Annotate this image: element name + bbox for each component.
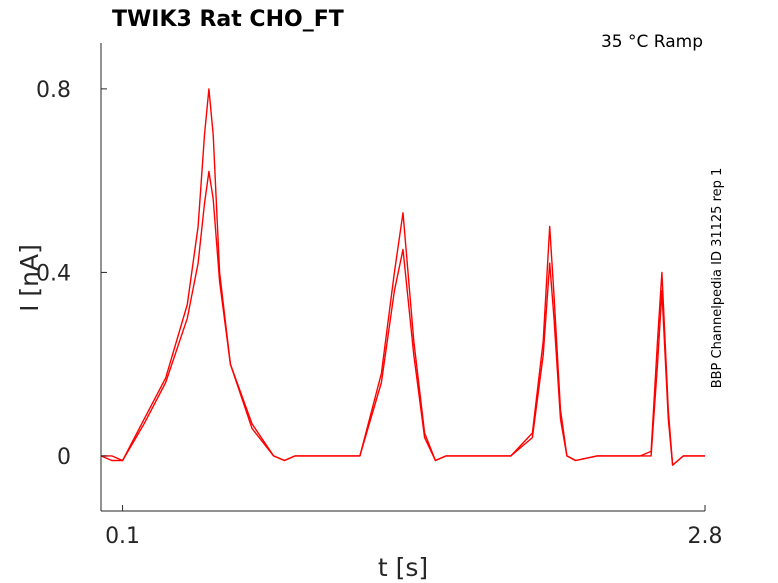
source-id-label: BBP Channelpedia ID 31125 rep 1 xyxy=(710,168,725,389)
y-axis-label: I [nA] xyxy=(15,244,44,312)
y-tick-label: 0 xyxy=(57,445,71,470)
y-tick-label: 0.8 xyxy=(36,78,71,103)
x-tick-label: 0.1 xyxy=(105,524,140,549)
trace-group xyxy=(100,88,705,466)
x-tick-label: 2.8 xyxy=(688,524,723,549)
condition-label: 35 °C Ramp xyxy=(601,32,703,52)
tick-group: 0 0.4 0.8 0.1 2.8 xyxy=(36,78,723,549)
chart-title: TWIK3 Rat CHO_FT xyxy=(112,7,344,32)
trace-line-2 xyxy=(100,170,705,466)
trace-line-1 xyxy=(101,88,705,466)
y-tick-label: 0.4 xyxy=(36,261,71,286)
x-axis-label: t [s] xyxy=(378,553,428,582)
